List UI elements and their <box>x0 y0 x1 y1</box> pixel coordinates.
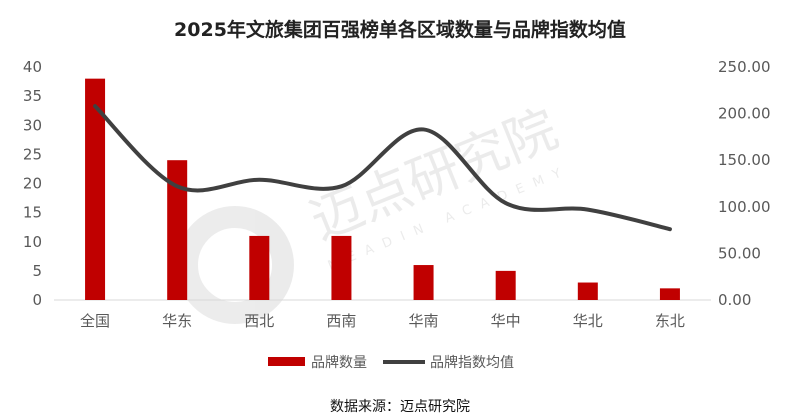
chart-title: 2025年文旅集团百强榜单各区域数量与品牌指数均值 <box>174 18 626 41</box>
x-tick-label: 西南 <box>326 312 356 330</box>
y-left-tick-label: 10 <box>23 233 42 251</box>
bar-华南 <box>413 265 434 300</box>
legend-swatch-bar <box>268 357 305 366</box>
legend-label-line: 品牌指数均值 <box>430 354 514 371</box>
y-right-tick-label: 100.00 <box>718 198 771 216</box>
bar-华东 <box>167 160 188 300</box>
x-tick-label: 华东 <box>162 312 192 330</box>
y-right-tick-label: 250.00 <box>718 58 771 76</box>
source-note: 数据来源：迈点研究院 <box>330 399 470 415</box>
x-tick-label: 华北 <box>573 312 603 330</box>
y-left-tick-label: 25 <box>23 145 42 163</box>
bar-全国 <box>85 78 106 301</box>
x-tick-label: 华南 <box>409 312 439 330</box>
y-left-tick-label: 35 <box>23 87 42 105</box>
y-left-tick-label: 0 <box>32 291 42 309</box>
y-right-tick-label: 200.00 <box>718 105 771 123</box>
y-left-tick-label: 20 <box>23 175 42 193</box>
y-right-tick-label: 0.00 <box>718 291 751 309</box>
x-tick-label: 西北 <box>244 312 274 330</box>
x-tick-label: 东北 <box>655 312 685 330</box>
x-tick-label: 全国 <box>80 312 110 330</box>
y-right-tick-label: 150.00 <box>718 151 771 169</box>
bar-东北 <box>659 288 680 300</box>
bar-华中 <box>495 270 516 300</box>
y-left-tick-label: 30 <box>23 116 42 134</box>
y-right-tick-label: 50.00 <box>718 244 761 262</box>
line-series-brand-index <box>93 104 672 232</box>
x-tick-label: 华中 <box>491 312 521 330</box>
y-left-tick-label: 5 <box>32 262 42 280</box>
bar-西北 <box>249 235 270 300</box>
y-left-tick-label: 15 <box>23 204 42 222</box>
y-left-tick-label: 40 <box>23 58 42 76</box>
bar-西南 <box>331 235 352 300</box>
legend-label-bar: 品牌数量 <box>311 354 367 371</box>
bar-华北 <box>577 282 598 300</box>
legend: 品牌数量 品牌指数均值 <box>268 354 514 371</box>
